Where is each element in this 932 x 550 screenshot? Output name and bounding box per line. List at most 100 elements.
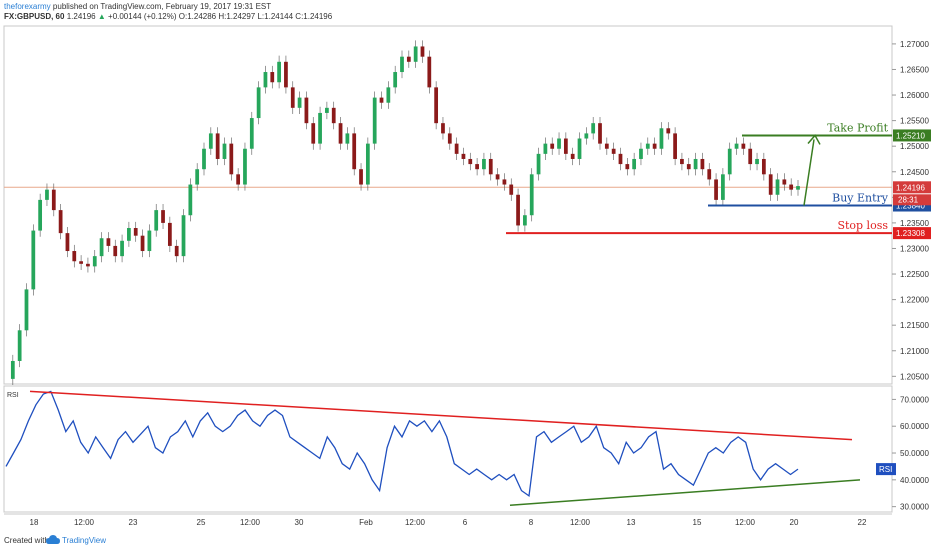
candle-body (113, 245, 118, 257)
candle-body (86, 263, 90, 267)
candle-body (468, 158, 473, 165)
candle-body (761, 158, 766, 175)
chart-footer: Created with TradingView (0, 532, 932, 550)
candle-body (106, 238, 111, 246)
candle-body (51, 189, 56, 211)
candle-body (413, 46, 418, 62)
candle-body (427, 56, 432, 88)
time-tick-label: 23 (129, 518, 138, 527)
candle-body (290, 87, 295, 108)
candle-body (24, 289, 29, 331)
time-tick-label: 12:00 (735, 518, 756, 527)
candle-body (45, 189, 49, 200)
candle-body (38, 199, 43, 231)
candle-body (58, 210, 63, 234)
candle-body (208, 133, 213, 149)
candle-body (352, 133, 357, 170)
candle-body (523, 215, 527, 226)
last-price: 1.24196 (66, 12, 96, 21)
price-tick-label: 1.22000 (900, 296, 929, 305)
rsi-badge-label: RSI (879, 465, 892, 474)
candle-body (714, 179, 718, 200)
time-tick-label: 25 (197, 518, 206, 527)
candle-body (263, 72, 268, 88)
tradingview-brand-link[interactable]: TradingView (62, 536, 107, 545)
current-price-badge (893, 181, 931, 194)
rsi-tick-label: 50.0000 (900, 449, 929, 458)
candle-body (475, 164, 479, 170)
candle-body (393, 72, 398, 88)
candle-body (680, 158, 684, 165)
candle-body (420, 46, 425, 57)
candle-body (277, 61, 281, 83)
candle-body (584, 133, 589, 139)
candle-body (604, 143, 609, 149)
tradingview-cloud-icon (46, 535, 60, 544)
rsi-tick-label: 40.0000 (900, 476, 929, 485)
time-tick-label: 22 (858, 518, 867, 527)
timer-badge (893, 194, 931, 206)
take-profit-label: Take Profit (827, 121, 888, 134)
time-tick-label: Feb (359, 518, 373, 527)
take-profit-price-label: 1.25210 (896, 131, 925, 140)
rsi-series-line (5, 390, 799, 498)
rsi-pane-title: RSI (7, 392, 19, 399)
candle-body (318, 112, 322, 144)
publish-line: theforexarmy published on TradingView.co… (4, 2, 271, 12)
candle-body (645, 143, 650, 149)
author-link[interactable]: theforexarmy (4, 2, 51, 11)
candle-body (249, 118, 254, 149)
candle-body (611, 148, 616, 154)
candle-body (243, 148, 247, 185)
published-text: published on TradingView.com, February 1… (52, 2, 272, 11)
candle-body (550, 143, 555, 149)
candle-body (707, 169, 712, 180)
take-profit-price-badge (893, 129, 931, 142)
price-tick-label: 1.25000 (900, 142, 929, 151)
candle-body (454, 143, 459, 154)
change-arrow-icon: ▲ (97, 12, 106, 21)
bar-timer-label: 28:31 (898, 195, 919, 204)
created-with-label: Created with (4, 536, 49, 545)
candle-body (591, 123, 596, 134)
candle-body (372, 97, 377, 144)
price-tick-label: 1.23500 (900, 219, 929, 228)
candle-body (120, 240, 124, 257)
time-tick-label: 12:00 (570, 518, 591, 527)
candle-body (632, 158, 637, 170)
candle-body (174, 245, 179, 257)
price-tick-label: 1.25500 (900, 117, 929, 126)
candle-body (10, 360, 15, 379)
candle-body (447, 133, 452, 144)
candle-body (557, 138, 561, 149)
candle-body (652, 143, 657, 149)
candle-body (700, 158, 705, 170)
candle-body (215, 133, 220, 159)
candle-body (441, 123, 445, 134)
price-tick-label: 1.26500 (900, 65, 929, 74)
candle-body (222, 143, 227, 159)
candle-body (434, 87, 439, 124)
candle-body (127, 228, 131, 241)
candle-body (502, 179, 507, 185)
candle-body (734, 143, 739, 149)
candle-body (639, 148, 643, 159)
candle-body (284, 61, 288, 88)
candle-body (181, 215, 186, 257)
time-tick-label: 30 (295, 518, 304, 527)
price-tick-label: 1.27000 (900, 40, 929, 49)
rsi-tick-label: 70.0000 (900, 395, 929, 404)
candle-body (338, 123, 343, 144)
candle-body (509, 184, 514, 195)
candle-body (741, 143, 746, 149)
candle-body (673, 133, 677, 159)
candle-body (147, 230, 152, 252)
candle-body (570, 153, 575, 159)
candle-body (270, 72, 275, 83)
candle-body (748, 148, 753, 165)
candle-body (65, 233, 70, 252)
rsi-badge (876, 463, 896, 476)
time-tick-label: 13 (627, 518, 636, 527)
time-tick-label: 18 (30, 518, 39, 527)
